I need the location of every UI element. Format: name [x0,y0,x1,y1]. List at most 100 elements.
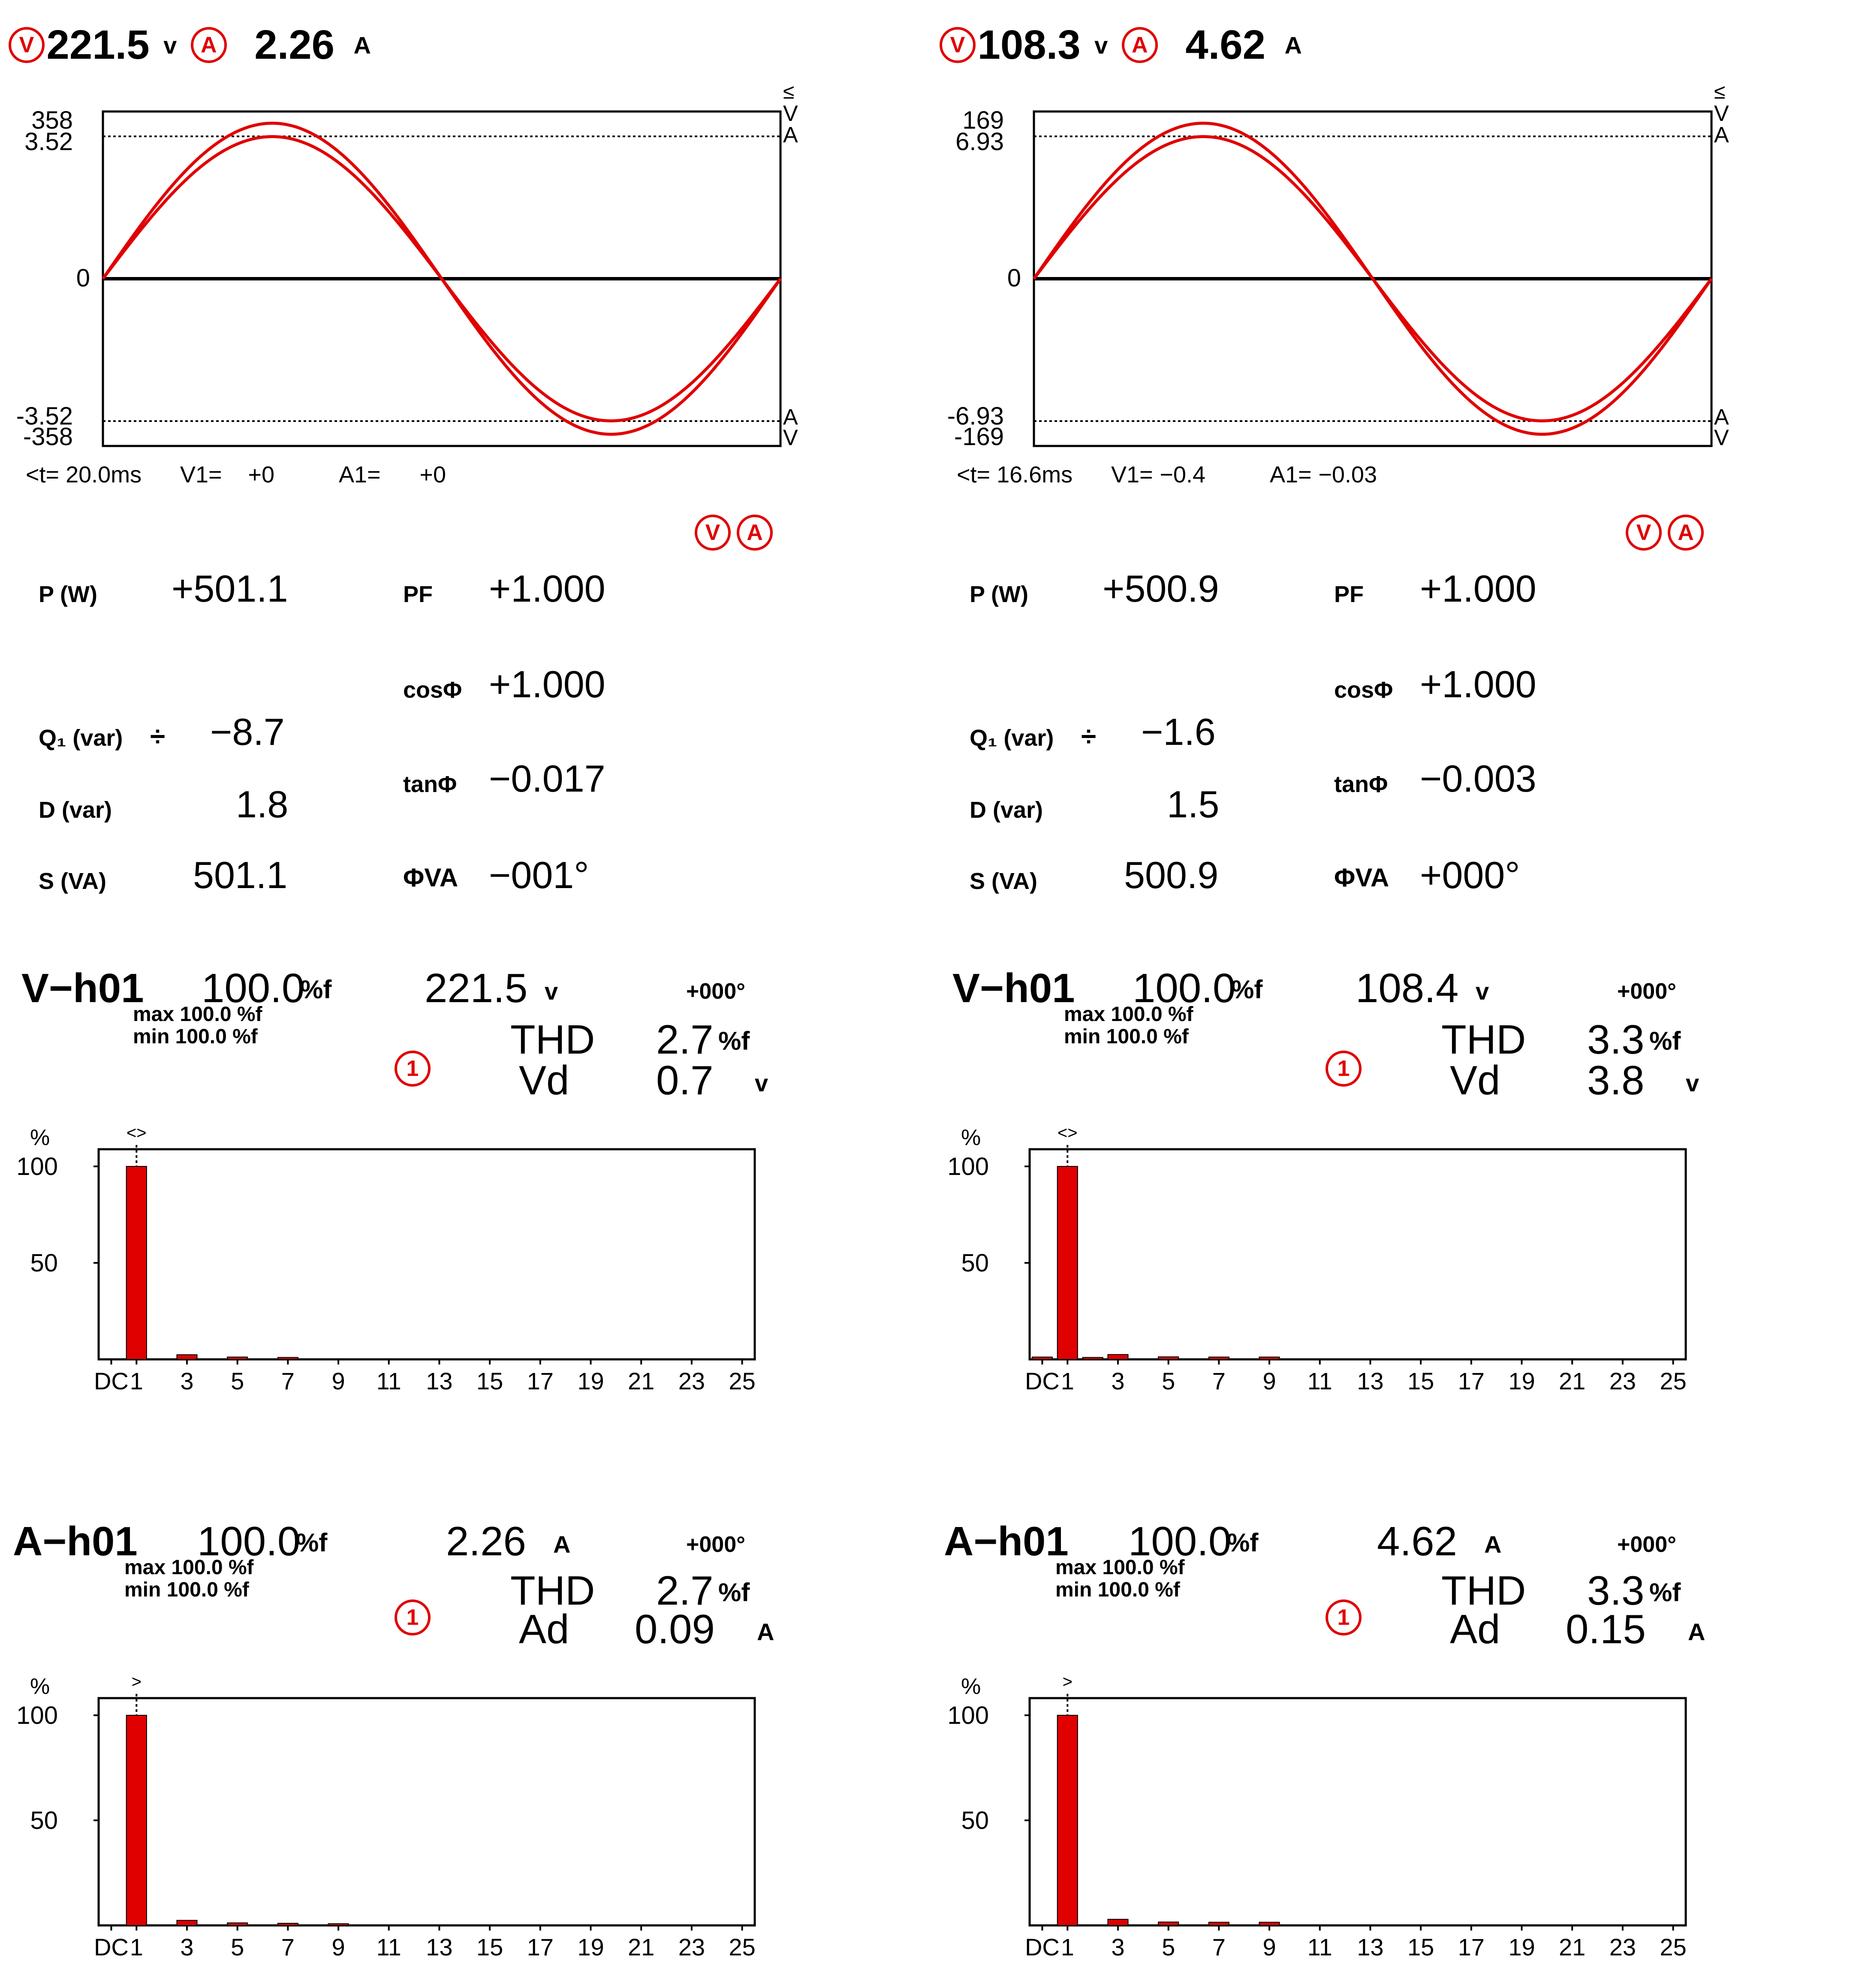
cursor-a-value: −0.03 [1318,462,1377,488]
a-thd-value: 3.3 [1587,1568,1645,1614]
v-harm-max: max 100.0 %f [1064,1003,1193,1026]
q1-sign-icon: ÷ [1081,721,1097,752]
harmonic-rank-icon[interactable]: 1 [1326,1051,1362,1087]
cursor-marker[interactable]: ≤ [1714,86,1725,103]
x-tick-label: 19 [577,1934,604,1961]
y-tick-label: 50 [30,1249,58,1277]
current-channel-icon[interactable]: A [190,27,227,63]
x-tick-label: 7 [281,1368,295,1395]
cursor-marker[interactable]: ≤ [783,86,794,103]
right-label-top-v: V [1714,101,1729,126]
waveform-chart[interactable]: 358 3.52 0 -3.52 -358 ≤ V A A V <t= 20.0… [0,86,931,506]
y-label-a-max: 3.52 [24,128,73,156]
s-value: 501.1 [193,854,288,896]
y-label-a-max: 6.93 [955,128,1004,156]
v-thd-label: THD [1441,1017,1526,1063]
v-thd-unit: %f [718,1027,750,1055]
power-current-icon[interactable]: A [737,515,773,551]
power-voltage-icon[interactable]: V [695,515,731,551]
d-label: D (var) [970,797,1043,823]
harmonic-bar [176,1354,198,1360]
pf-label: PF [403,581,433,607]
q1-value: −8.7 [210,711,285,753]
a-harm-phase: +000° [686,1532,745,1557]
x-tick-label: 11 [377,1368,401,1395]
x-tick-label: 1 [130,1934,143,1961]
x-tick-label: 17 [1458,1934,1485,1961]
phi-va-value: +000° [1420,854,1520,896]
a-d-unit: A [757,1618,774,1645]
power-voltage-icon[interactable]: V [1626,515,1662,551]
waveform-chart[interactable]: 169 6.93 0 -6.93 -169 ≤ V A A V <t= 16.6… [931,86,1862,506]
p-label: P (W) [39,581,97,607]
p-value: +500.9 [1103,567,1219,610]
harmonic-bar [227,1922,248,1926]
cursor-v-value: +0 [248,462,274,488]
current-rms-value: 4.62 [1185,22,1266,68]
x-tick-label: 3 [1111,1934,1124,1961]
x-tick-label: 5 [231,1368,244,1395]
cos-phi-label: cosΦ [403,677,462,703]
harmonic-rank-icon[interactable]: 1 [395,1599,431,1636]
x-tick-label: 23 [1609,1934,1636,1961]
power-current-icon[interactable]: A [1668,515,1704,551]
cos-phi-label: cosΦ [1334,677,1393,703]
bar-chart-frame [97,1697,756,1927]
v-harm-min: min 100.0 %f [1064,1025,1189,1048]
x-tick-label: 11 [1308,1368,1332,1395]
rms-header: V 108.3 v A 4.62 A [940,21,1840,69]
voltage-harmonic-section: V−h01 100.0 %f 221.5 v +000° max 100.0 %… [0,965,931,1415]
cos-phi-value: +1.000 [489,663,606,705]
a-thd-value: 2.7 [656,1568,714,1614]
x-tick-label: 19 [577,1368,604,1395]
cursor-time: <t= 20.0ms [26,462,142,488]
y-tick-label: 50 [30,1807,58,1834]
voltage-channel-icon[interactable]: V [940,27,976,63]
cursor-a-label: A1= [1270,462,1312,488]
v-harm-title: V−h01 [21,965,144,1011]
current-waveform [1033,135,1713,423]
x-tick-label: DC [1025,1368,1060,1395]
harmonic-bar [1107,1354,1129,1360]
bar-chart-frame [97,1148,756,1361]
x-tick-label: 5 [231,1934,244,1961]
v-harm-title: V−h01 [952,965,1075,1011]
harmonic-rank-icon[interactable]: 1 [395,1051,431,1087]
v-thd-value: 2.7 [656,1017,714,1063]
x-tick-label: 13 [426,1368,452,1395]
x-tick-label: 7 [1212,1368,1226,1395]
a-harm-min: min 100.0 %f [1055,1578,1180,1601]
a-harm-max: max 100.0 %f [1055,1556,1185,1579]
v-harm-rms: 221.5 [425,965,528,1011]
v-thd-unit: %f [1649,1027,1681,1055]
x-tick-label: 15 [1407,1368,1434,1395]
current-channel-icon[interactable]: A [1121,27,1158,63]
voltage-rms-value: 108.3 [977,22,1081,68]
cursor-v-label: V1= [1111,462,1153,488]
harmonic-rank-icon[interactable]: 1 [1326,1599,1362,1636]
cursor-a-label: A1= [339,462,381,488]
rank-cursor-marker: > [1063,1672,1073,1691]
a-thd-unit: %f [718,1578,750,1607]
p-value: +501.1 [172,567,288,610]
cos-phi-value: +1.000 [1420,663,1537,705]
harmonic-bar [328,1923,349,1926]
x-tick-label: 17 [527,1934,554,1961]
tan-phi-value: −0.003 [1420,757,1537,800]
pf-label: PF [1334,581,1364,607]
voltage-unit: v [163,31,177,59]
a-harm-rms: 4.62 [1377,1518,1457,1564]
v-thd-label: THD [510,1017,595,1063]
x-tick-label: 15 [476,1934,503,1961]
x-tick-label: 9 [1262,1368,1276,1395]
v-harm-pct-unit: %f [300,975,332,1004]
y-label-v-min: -169 [954,423,1004,451]
voltage-channel-icon[interactable]: V [9,27,45,63]
measurement-panel-left: V 221.5 v A 2.26 A 358 3.52 0 -3.52 -358… [0,22,931,1981]
x-tick-label: 3 [180,1934,193,1961]
